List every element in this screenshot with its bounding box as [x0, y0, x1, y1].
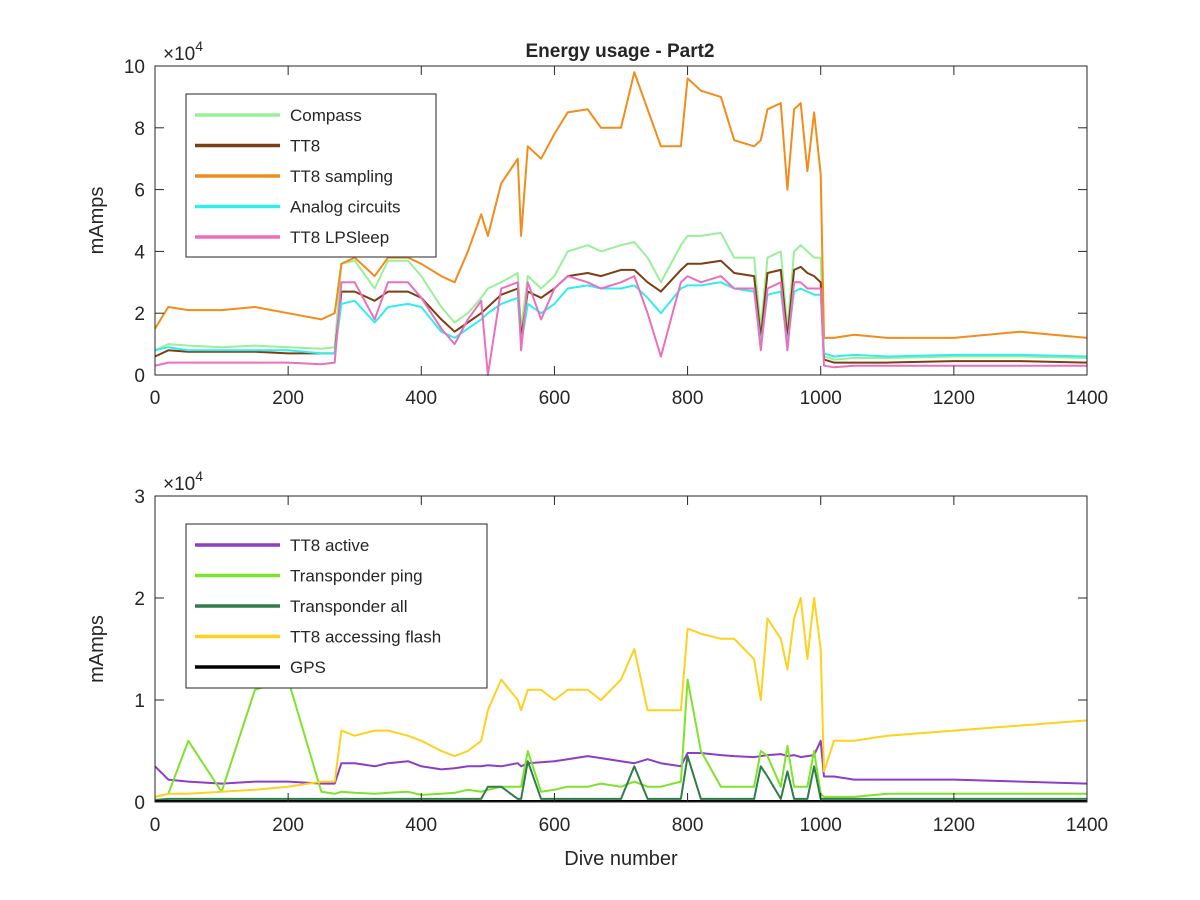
- y-tick-label: 3: [134, 487, 145, 508]
- x-tick-label: 400: [405, 388, 437, 409]
- x-axis-label: Dive number: [564, 848, 678, 870]
- series-line-transponder-all: [154, 755, 1087, 801]
- x-tick-label: 1400: [1066, 815, 1108, 836]
- legend-label: TT8 LPSleep: [290, 228, 389, 247]
- series-line-tt8-active: [154, 739, 1088, 785]
- legend: TT8 active Transponder ping Transponder al…: [185, 523, 488, 689]
- y-tick-label: 2: [134, 589, 145, 610]
- series-line-tt8-accessing-flash: [154, 597, 1088, 798]
- legend-label: TT8 active: [290, 536, 369, 555]
- series-line-tt8-lpsleep: [154, 275, 1087, 376]
- y-tick-label: 1: [134, 691, 145, 712]
- x-tick-label: 200: [272, 815, 304, 836]
- y-exponent-label: ×104: [163, 468, 203, 495]
- x-tick-label: 600: [539, 388, 571, 409]
- x-tick-label: 200: [272, 388, 304, 409]
- axes-box: [154, 495, 1088, 803]
- chart-panel-2: 0 200 400 600 800 1000 1200 1400 0 1 2 3 ×104 mAmps Di…: [86, 468, 1108, 870]
- y-tick-label: 10: [124, 57, 145, 78]
- x-tick-label: 800: [672, 388, 704, 409]
- charts-layer: 0 200 400 600 800 1000 1200 14000246810×104mAmp…: [86, 38, 1108, 870]
- x-tick-label: 0: [150, 388, 161, 409]
- exponent-base: ×10: [163, 44, 195, 65]
- x-tick-label: 400: [405, 815, 437, 836]
- y-exponent-label: ×104: [163, 38, 203, 65]
- axes-box: [154, 65, 1088, 376]
- x-tick-label: 1200: [933, 388, 975, 409]
- legend-label: TT8 accessing flash: [290, 628, 441, 647]
- series-line-tt8: [154, 259, 1088, 364]
- legend-label: Transponder ping: [290, 567, 423, 586]
- exponent-power: 4: [195, 468, 203, 484]
- series-line-analog-circuits: [154, 281, 1088, 358]
- x-tick-label: 800: [672, 815, 704, 836]
- x-tick-label: 1200: [933, 815, 975, 836]
- legend-label: GPS: [290, 658, 326, 677]
- x-tick-label: 600: [539, 815, 571, 836]
- y-axis-label: mAmps: [86, 615, 108, 683]
- legend-label: TT8: [290, 137, 320, 156]
- legend-label: Compass: [290, 106, 362, 125]
- legend-label: Analog circuits: [290, 198, 401, 217]
- legend-label: Transponder all: [290, 597, 408, 616]
- legend-label: TT8 sampling: [290, 167, 393, 186]
- y-tick-label: 2: [134, 304, 145, 325]
- exponent-power: 4: [195, 38, 203, 54]
- x-tick-label: 1000: [800, 388, 842, 409]
- series-line-compass: [154, 231, 1088, 361]
- series-line-transponder-ping: [154, 678, 1087, 798]
- x-tick-label: 1000: [800, 815, 842, 836]
- x-tick-label: 0: [150, 815, 161, 836]
- y-tick-label: 0: [134, 366, 145, 387]
- legend: Compass TT8 TT8 sampling Analog circuits TT8…: [185, 93, 437, 258]
- y-axis-label: mAmps: [86, 187, 108, 255]
- y-tick-label: 8: [134, 119, 145, 140]
- y-tick-label: 0: [134, 793, 145, 814]
- y-tick-label: 6: [134, 181, 145, 202]
- chart-title: Energy usage - Part2: [525, 41, 714, 62]
- y-tick-label: 4: [134, 242, 145, 263]
- chart-panel-1: 0 200 400 600 800 1000 1200 14000246810×104mAmp…: [86, 38, 1108, 409]
- series-line-tt8-sampling: [154, 71, 1088, 339]
- exponent-base: ×10: [163, 474, 195, 495]
- x-tick-label: 1400: [1066, 388, 1108, 409]
